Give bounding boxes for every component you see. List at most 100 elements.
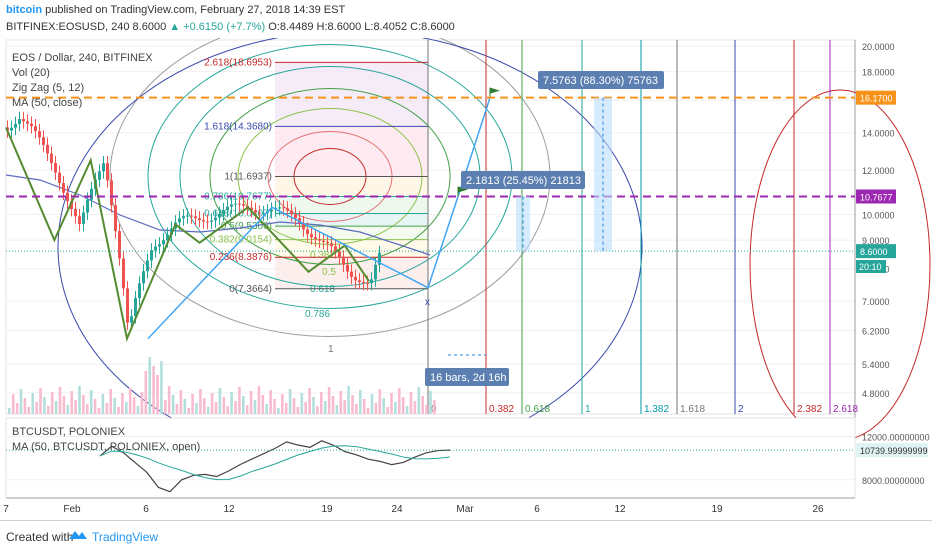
- candle-body: [270, 209, 273, 212]
- price-axis-label-text: 16.1700: [860, 94, 893, 104]
- volume-bar: [433, 400, 436, 414]
- candle-body: [294, 214, 297, 219]
- volume-bar: [351, 395, 354, 414]
- volume-bar: [101, 394, 105, 414]
- candle-body: [82, 212, 85, 224]
- price-tick-label: 5.4000: [862, 360, 890, 370]
- volume-bar: [238, 387, 241, 414]
- candle-body: [342, 257, 345, 265]
- candle-body: [254, 210, 257, 213]
- candle-body: [78, 216, 81, 224]
- ohlc-close: C:8.6000: [410, 21, 455, 33]
- volume-bar: [362, 399, 366, 414]
- volume-bar: [113, 398, 116, 414]
- btc-last-text: 10739.99999999: [860, 446, 928, 456]
- candle-body: [206, 221, 209, 223]
- volume-bar: [304, 402, 307, 414]
- volume-bar: [19, 389, 23, 414]
- fib-level-label: 0.236(8.3876): [210, 252, 272, 263]
- candle-body: [30, 123, 33, 127]
- volume-bar: [206, 407, 210, 414]
- volume-bar: [11, 394, 15, 414]
- sub-tick-label: 12000.00000000: [862, 432, 930, 442]
- candle-body: [150, 250, 153, 261]
- candle-body: [46, 144, 49, 154]
- candle-body: [330, 243, 333, 247]
- candle-body: [166, 234, 169, 241]
- candle-body: [90, 188, 93, 200]
- volume-bar: [234, 401, 237, 414]
- candle-body: [358, 280, 361, 283]
- volume-bar: [296, 407, 300, 414]
- volume-bar: [195, 403, 198, 414]
- time-zone-label: 1.382: [644, 404, 669, 415]
- time-zone-label: 1: [585, 404, 591, 415]
- time-zone-label: 2.618: [833, 404, 858, 415]
- candle-body: [214, 217, 217, 221]
- volume-bar: [74, 400, 77, 414]
- volume-bars: [8, 357, 436, 414]
- volume-bar: [386, 407, 389, 414]
- candle-body: [354, 276, 357, 281]
- candle-body: [134, 298, 137, 317]
- volume-bar: [308, 388, 311, 414]
- candle-body: [290, 210, 293, 215]
- volume-bar: [339, 391, 343, 414]
- symbol-label[interactable]: BITFINEX:EOSUSD, 240: [6, 21, 130, 33]
- fib-band: [275, 196, 428, 214]
- candle-body: [262, 212, 265, 214]
- volume-bar: [132, 397, 136, 414]
- fib-level-label: 1.618(14.3680): [204, 121, 272, 132]
- volume-bar: [273, 399, 276, 414]
- volume-bar: [66, 405, 70, 414]
- tradingview-logo-icon[interactable]: [68, 527, 88, 543]
- volume-bar: [43, 397, 46, 414]
- volume-bar: [15, 403, 19, 414]
- volume-bar: [109, 389, 112, 414]
- price-chart[interactable]: 4.80005.40006.20007.00008.00009.000010.0…: [0, 38, 932, 520]
- fib-level-label: 0(7.3664): [229, 284, 272, 295]
- price-tick-label: 6.2000: [862, 327, 890, 337]
- fib-band: [275, 176, 428, 197]
- volume-bar: [50, 392, 54, 414]
- sub-pane-bg: [5, 417, 856, 499]
- btc-ma-line: [99, 445, 451, 481]
- tradingview-brand[interactable]: TradingView: [92, 530, 159, 544]
- volume-bar: [183, 399, 187, 414]
- volume-bar: [140, 392, 144, 414]
- candle-body: [322, 240, 325, 242]
- candle-body: [66, 192, 69, 202]
- ohlc-open: O:8.4489: [268, 21, 314, 33]
- candle-body: [70, 201, 73, 209]
- candle-body: [362, 282, 365, 284]
- volume-bar: [398, 388, 401, 414]
- volume-bar: [39, 388, 42, 414]
- candle-body: [306, 229, 309, 235]
- volume-bar: [125, 402, 128, 414]
- volume-bar: [249, 391, 253, 414]
- time-tick-label: 19: [711, 504, 723, 515]
- volume-bar: [421, 396, 424, 414]
- candle-body: [18, 118, 21, 124]
- fib-circle-label: 0.382: [310, 250, 335, 261]
- volume-bar: [47, 406, 50, 414]
- time-zone-label: 2: [738, 404, 744, 415]
- candle-body: [310, 234, 313, 238]
- sub-tick-label: 8000.00000000: [862, 476, 925, 486]
- volume-bar: [245, 405, 249, 414]
- volume-bar: [269, 390, 272, 414]
- candle-body: [242, 204, 245, 206]
- candle-body: [278, 207, 281, 209]
- volume-bar: [253, 400, 257, 414]
- price-change: ▲ +0.6150 (+7.7%): [169, 21, 266, 33]
- candle-body: [42, 137, 45, 145]
- fib-band: [275, 62, 428, 127]
- volume-bar: [366, 408, 370, 414]
- sub-legend-entry: MA (50, BTCUSDT, POLONIEX, open): [12, 441, 200, 453]
- price-axis-label-text: 10.7677: [860, 192, 893, 202]
- candle-body: [366, 282, 369, 284]
- author-link[interactable]: bitcoin: [6, 4, 43, 16]
- time-tick-label: Mar: [456, 504, 474, 515]
- volume-bar: [89, 390, 93, 414]
- volume-bar: [210, 393, 214, 414]
